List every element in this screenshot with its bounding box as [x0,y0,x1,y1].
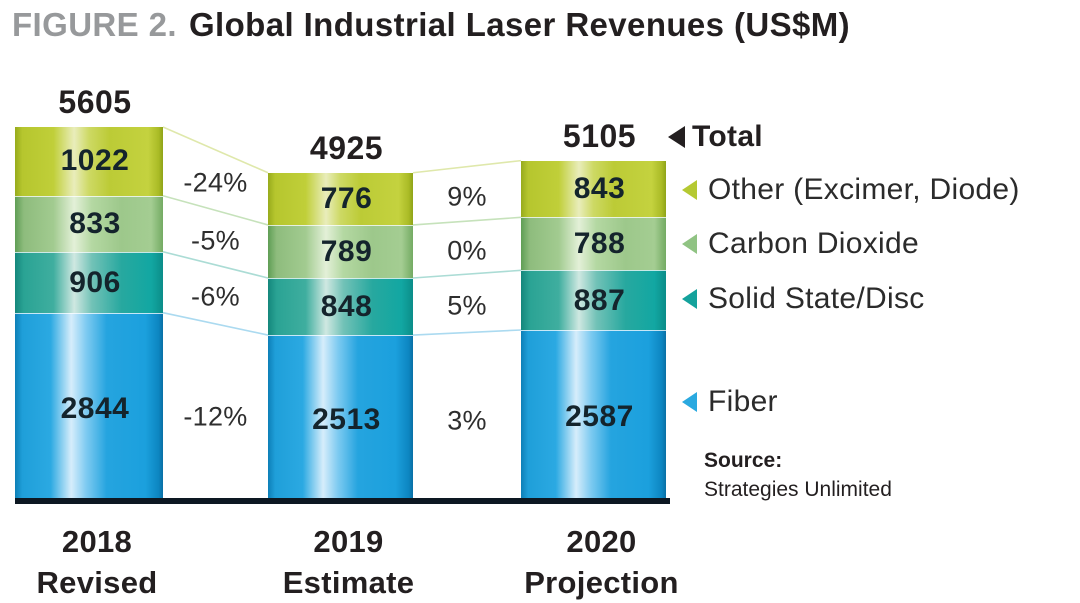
percent-change-label: -5% [191,225,240,256]
source-note: Source: Strategies Unlimited [704,446,892,504]
x-axis-label-line: Revised [36,565,158,600]
bar-segment-co2: 833 [15,195,163,252]
segment-connector-line [412,159,522,174]
x-axis-category-label: 2019 Estimate [239,521,459,603]
left-arrow-icon [682,392,697,412]
figure-label: FIGURE 2. [12,6,177,43]
percent-change-label: -12% [183,401,248,432]
segment-value-label: 833 [69,207,121,241]
bar-total-label: 5105 [562,117,637,154]
x-axis-label-line: Estimate [282,565,415,600]
bar-segment-ssd: 887 [521,270,666,330]
segment-connector-line [162,311,269,336]
segment-connector-line [412,329,522,336]
x-axis-category-label: 2018 Revised [0,521,207,603]
x-axis-label-line: Projection [524,565,679,600]
x-axis-baseline [15,498,670,504]
segment-value-label: 887 [573,283,626,317]
legend-item-solid-state: Solid State/Disc [682,282,925,316]
left-arrow-icon [668,126,685,148]
segment-value-label: 2844 [60,391,130,425]
segment-connector-line [162,194,269,226]
bar-segment-other: 1022 [15,127,163,196]
bar-segment-co2: 789 [268,224,413,278]
left-arrow-icon [682,180,697,200]
segment-connector-line [162,126,269,174]
source-text: Strategies Unlimited [704,478,892,501]
percent-change-label: -24% [183,167,248,198]
bar-segment-other: 843 [521,160,666,218]
legend-item-other: Other (Excimer, Diode) [682,173,1020,207]
segment-value-label: 788 [573,227,626,261]
percent-change-label: 5% [447,290,487,321]
segment-value-label: 789 [320,234,373,268]
percent-change-label: 9% [447,181,487,212]
x-axis-label-line: 2018 [61,524,133,559]
bar-segment-fiber: 2587 [521,329,666,504]
bar-segment-ssd: 906 [15,251,163,313]
legend-item-total: Total [668,120,763,154]
x-axis-category-label: 2020 Projection [492,521,712,603]
segment-value-label: 2587 [565,400,634,434]
percent-change-label: -6% [191,281,240,312]
left-arrow-icon [682,289,697,309]
figure-title: FIGURE 2. Global Industrial Laser Revenue… [12,6,850,44]
legend-label-solid-state: Solid State/Disc [708,282,925,315]
legend-label-fiber: Fiber [708,385,778,418]
percent-change-label: 0% [447,235,487,266]
legend-item-carbon-dioxide: Carbon Dioxide [682,227,919,261]
segment-value-label: 906 [69,265,121,299]
legend-label-total: Total [692,120,763,153]
bar-segment-other: 776 [268,172,413,225]
percent-change-label: 3% [447,405,487,436]
bar-segment-ssd: 848 [268,278,413,336]
x-axis-label-line: 2020 [566,524,637,559]
segment-connector-line [162,250,269,279]
segment-connector-line [412,269,522,279]
x-axis-label-line: 2019 [313,524,384,559]
legend-item-fiber: Fiber [682,385,778,419]
segment-value-label: 2513 [312,403,381,437]
bar-segment-co2: 788 [521,217,666,271]
segment-value-label: 843 [573,171,626,205]
bar-segment-fiber: 2844 [15,312,163,504]
source-label: Source: [704,449,783,472]
figure-title-text: Global Industrial Laser Revenues (US$M) [188,6,851,43]
bar-segment-fiber: 2513 [268,335,413,505]
legend-label-other: Other (Excimer, Diode) [708,173,1020,206]
segment-value-label: 776 [320,181,373,215]
bar-total-label: 5605 [58,84,132,120]
segment-value-label: 1022 [60,144,130,178]
left-arrow-icon [682,234,697,254]
bar-total-label: 4925 [309,129,384,166]
segment-connector-line [412,216,522,226]
segment-value-label: 848 [320,290,373,324]
legend-label-carbon-dioxide: Carbon Dioxide [708,227,919,260]
